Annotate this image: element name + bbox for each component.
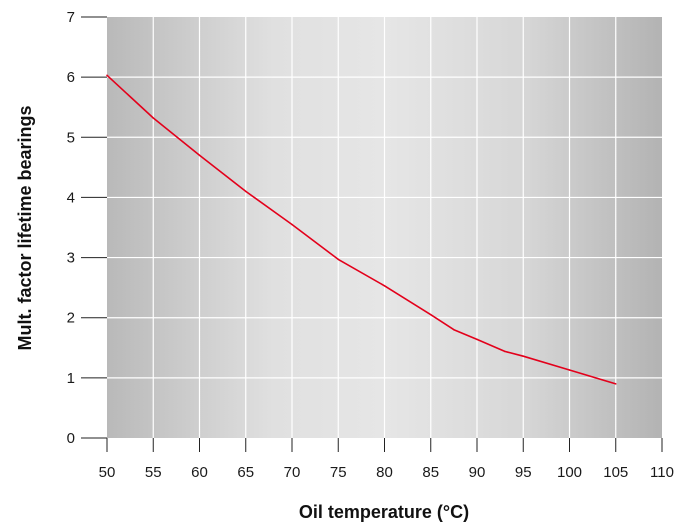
x-tick-label-100: 100 — [557, 464, 582, 481]
y-tick-label-7: 7 — [67, 9, 75, 26]
data-point — [152, 117, 155, 119]
x-tick-label-70: 70 — [284, 464, 301, 481]
x-tick-label-85: 85 — [422, 464, 439, 481]
y-tick-label-4: 4 — [67, 189, 75, 206]
gridlines — [107, 17, 662, 438]
data-point — [383, 285, 386, 287]
y-axis-title: Mult. factor lifetime bearings — [15, 105, 35, 350]
x-axis-title: Oil temperature (°C) — [299, 502, 469, 522]
data-point — [568, 369, 571, 371]
x-tick-label-50: 50 — [99, 464, 116, 481]
x-tick-label-105: 105 — [603, 464, 628, 481]
data-point — [429, 313, 432, 316]
data-point — [337, 258, 340, 261]
data-point — [614, 383, 617, 385]
x-tick-label-55: 55 — [145, 464, 162, 481]
series-group — [106, 74, 617, 385]
y-axis: 0 1 2 3 4 5 6 7 — [67, 9, 107, 447]
x-axis: 50 55 60 65 70 75 80 85 90 95 100 105 110 — [99, 438, 674, 481]
x-tick-label-80: 80 — [376, 464, 393, 481]
data-point — [244, 190, 247, 193]
x-tick-label-75: 75 — [330, 464, 347, 481]
y-tick-label-5: 5 — [67, 129, 75, 146]
y-tick-label-3: 3 — [67, 250, 75, 267]
y-tick-label-2: 2 — [67, 310, 75, 327]
y-tick-label-1: 1 — [67, 370, 75, 387]
y-tick-label-0: 0 — [67, 430, 75, 447]
y-tick-label-6: 6 — [67, 69, 75, 86]
x-tick-label-95: 95 — [515, 464, 532, 481]
data-point — [522, 355, 525, 358]
x-tick-label-90: 90 — [469, 464, 486, 481]
data-point — [198, 154, 201, 157]
data-point — [453, 328, 455, 331]
x-tick-label-65: 65 — [237, 464, 254, 481]
data-point — [291, 223, 293, 226]
x-tick-label-110: 110 — [650, 464, 674, 481]
series-line-0 — [106, 74, 617, 385]
data-point — [106, 74, 108, 77]
data-point — [476, 338, 478, 341]
data-point — [503, 350, 506, 353]
x-tick-label-60: 60 — [191, 464, 208, 481]
